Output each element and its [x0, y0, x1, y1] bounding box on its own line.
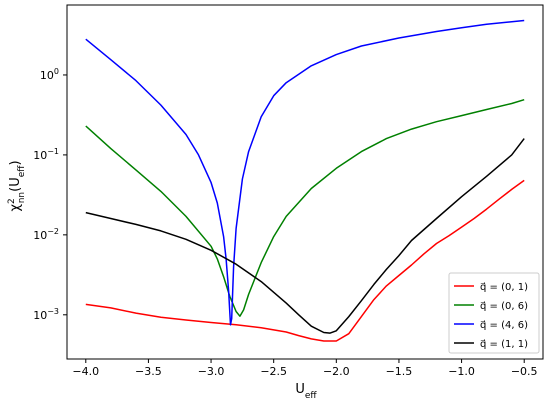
- legend: q⃗ = (0, 1)q⃗ = (0, 6)q⃗ = (4, 6)q⃗ = (1…: [448, 272, 540, 354]
- plot-area: [85, 19, 525, 342]
- y-tick-label-base: 10: [33, 229, 47, 242]
- x-tick-label: −3.5: [135, 365, 162, 378]
- y-tick-label: 100: [40, 67, 59, 82]
- x-tick-label: −1.0: [448, 365, 475, 378]
- legend-label-prefix: q⃗ =: [480, 339, 501, 350]
- y-tick-label: 10−3: [33, 307, 59, 322]
- legend-label-3: q⃗ = (1, 1): [480, 339, 528, 350]
- legend-label-prefix: q⃗ =: [480, 301, 501, 312]
- series-line-1: [85, 98, 525, 317]
- legend-label-value: (1, 1): [501, 339, 528, 350]
- legend-box: [448, 272, 540, 354]
- y-tick-label-exp: −2: [47, 227, 59, 236]
- legend-label-1: q⃗ = (0, 6): [480, 301, 528, 312]
- x-tick-label: −3.0: [198, 365, 225, 378]
- x-tick-label: −2.0: [323, 365, 350, 378]
- x-tick-label: −4.0: [72, 365, 99, 378]
- y-tick-label-base: 10: [40, 69, 54, 82]
- legend-label-prefix: q⃗ =: [480, 320, 501, 331]
- series-line-0: [85, 179, 525, 342]
- y-tick-label: 10−2: [33, 227, 59, 242]
- series-line-3: [85, 138, 525, 334]
- y-tick-label-exp: −3: [47, 307, 59, 316]
- legend-label-value: (4, 6): [501, 320, 528, 331]
- plot-frame: [66, 4, 544, 360]
- legend-label-value: (0, 6): [501, 301, 528, 312]
- legend-label-prefix: q⃗ =: [480, 282, 501, 293]
- x-tick-label: −2.5: [260, 365, 287, 378]
- y-tick-label-exp: 0: [54, 67, 59, 76]
- x-tick-label: −0.5: [511, 365, 538, 378]
- legend-label-value: (0, 1): [501, 282, 528, 293]
- x-tick-label: −1.5: [386, 365, 413, 378]
- legend-label-2: q⃗ = (4, 6): [480, 320, 528, 331]
- y-tick-label-base: 10: [33, 309, 47, 322]
- y-tick-label-base: 10: [33, 149, 47, 162]
- legend-label-0: q⃗ = (0, 1): [480, 282, 528, 293]
- y-tick-label-exp: −1: [47, 147, 59, 156]
- series-line-2: [85, 19, 525, 326]
- y-tick-label: 10−1: [33, 147, 59, 162]
- x-axis: −4.0 −3.5 −3.0 −2.5 −2.0 −1.5 −1.0 −0.5: [72, 359, 538, 378]
